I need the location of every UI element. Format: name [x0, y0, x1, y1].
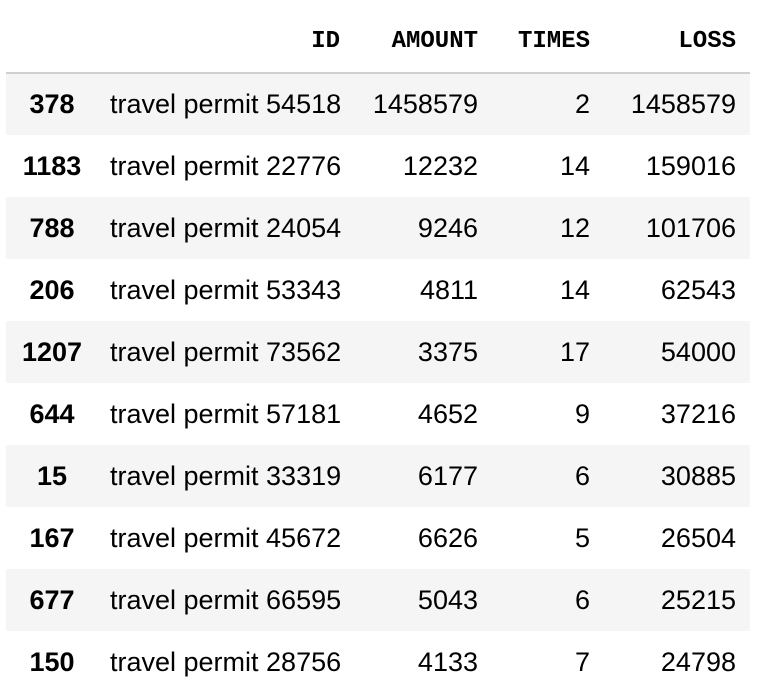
row-index: 644: [29, 398, 75, 429]
table-row: 378 travel permit 54518 1458579 2 145857…: [6, 73, 750, 135]
id-cell: travel permit 66595: [110, 584, 342, 615]
id-column-header: ID: [98, 10, 354, 74]
row-index: 15: [36, 460, 68, 491]
row-index: 1207: [21, 336, 83, 367]
table-header: ID AMOUNT TIMES LOSS: [6, 10, 750, 74]
loss-cell: 1458579: [630, 89, 736, 119]
loss-cell: 159016: [645, 150, 736, 181]
table-row: 644 travel permit 57181 4652 9 37216: [6, 383, 750, 445]
amount-cell: 4811: [419, 274, 478, 305]
loss-cell: 101706: [645, 212, 736, 243]
times-cell: 9: [574, 398, 590, 429]
times-cell: 6: [574, 584, 590, 615]
times-column-header: TIMES: [492, 10, 604, 74]
index-column-header: [6, 10, 98, 74]
id-cell: travel permit 22776: [110, 150, 342, 181]
times-cell: 14: [559, 150, 590, 181]
loss-cell: 62543: [660, 274, 736, 305]
amount-cell: 6626: [417, 522, 478, 553]
row-index: 1183: [22, 150, 82, 181]
amount-column-header: AMOUNT: [354, 10, 492, 74]
table-row: 788 travel permit 24054 9246 12 101706: [6, 197, 750, 259]
loss-cell: 24798: [660, 646, 736, 677]
id-cell: travel permit 54518: [110, 89, 342, 119]
id-cell: travel permit 57181: [110, 398, 342, 429]
loss-cell: 54000: [660, 336, 736, 367]
table-row: 15 travel permit 33319 6177 6 30885: [6, 445, 750, 507]
times-cell: 17: [559, 336, 590, 367]
amount-cell: 4652: [417, 398, 478, 429]
amount-cell: 6177: [417, 460, 478, 491]
loss-cell: 30885: [660, 460, 736, 491]
table-row: 1207 travel permit 73562 3375 17 54000: [6, 321, 750, 383]
id-cell: travel permit 45672: [110, 522, 342, 553]
id-cell: travel permit 53343: [110, 274, 342, 305]
times-cell: 6: [574, 460, 590, 491]
table-row: 677 travel permit 66595 5043 6 25215: [6, 569, 750, 631]
table-body: 378 travel permit 54518 1458579 2 145857…: [6, 73, 750, 693]
times-cell: 5: [574, 522, 590, 553]
table-row: 206 travel permit 53343 4811 14 62543: [6, 259, 750, 321]
row-index: 167: [29, 522, 75, 553]
amount-cell: 9246: [417, 212, 478, 243]
amount-cell: 12232: [402, 150, 478, 181]
times-cell: 2: [574, 89, 590, 119]
table-row: 1183 travel permit 22776 12232 14 159016: [6, 135, 750, 197]
loss-column-header: LOSS: [604, 10, 750, 74]
id-cell: travel permit 73562: [110, 336, 342, 367]
amount-cell: 3375: [417, 336, 478, 367]
amount-cell: 1458579: [372, 89, 478, 119]
row-index: 206: [29, 274, 75, 305]
times-cell: 7: [574, 646, 590, 677]
id-cell: travel permit 24054: [110, 212, 342, 243]
id-cell: travel permit 28756: [110, 646, 342, 677]
amount-cell: 5043: [417, 584, 478, 615]
row-index: 150: [29, 646, 75, 677]
loss-cell: 26504: [660, 522, 736, 553]
table-row: 167 travel permit 45672 6626 5 26504: [6, 507, 750, 569]
row-index: 677: [29, 584, 75, 615]
amount-cell: 4133: [417, 646, 478, 677]
row-index: 788: [29, 212, 75, 243]
dataframe-table: ID AMOUNT TIMES LOSS 378 travel permit 5…: [6, 10, 750, 693]
table-row: 150 travel permit 28756 4133 7 24798: [6, 631, 750, 693]
id-cell: travel permit 33319: [110, 460, 342, 491]
times-cell: 12: [559, 212, 590, 243]
loss-cell: 25215: [660, 584, 736, 615]
header-row: ID AMOUNT TIMES LOSS: [6, 10, 750, 74]
row-index: 378: [29, 89, 75, 119]
loss-cell: 37216: [660, 398, 736, 429]
times-cell: 14: [559, 274, 590, 305]
